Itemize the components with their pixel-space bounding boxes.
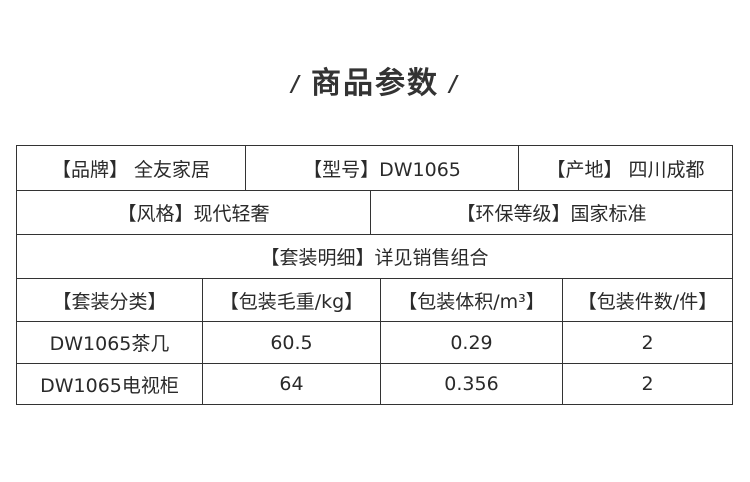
table-cell: 0.356: [380, 364, 562, 404]
table-row: 【套装明细】详见销售组合: [17, 234, 732, 278]
table-cell: DW1065茶几: [49, 333, 170, 355]
table-row: 【品牌】 全友家居 【型号】DW1065 【产地】 四川成都: [17, 146, 732, 190]
table-cell: 2: [562, 364, 732, 404]
table-row: DW1065电视柜 64 0.356 2: [17, 363, 732, 404]
slash-decoration-icon: /: [446, 72, 462, 97]
eco-grade-cell: 【环保等级】国家标准: [370, 191, 732, 234]
header-cell: 【包装体积/m³】: [380, 279, 562, 321]
table-cell: DW1065电视柜: [40, 374, 179, 397]
table-header-row: 【套装分类】 【包装毛重/kg】 【包装体积/m³】 【包装件数/件】: [17, 278, 732, 321]
set-detail-cell: 【套装明细】详见销售组合: [260, 247, 489, 269]
origin-cell: 【产地】 四川成都: [518, 146, 732, 190]
style-cell: 【风格】现代轻奢: [117, 203, 270, 225]
title-text: 商品参数: [311, 66, 439, 101]
slash-decoration-icon: /: [288, 72, 304, 97]
table-cell: 60.5: [202, 322, 380, 363]
table-cell: 0.29: [380, 322, 562, 363]
table-row: 【风格】现代轻奢 【环保等级】国家标准: [17, 190, 732, 234]
table-row: DW1065茶几 60.5 0.29 2: [17, 321, 732, 363]
header-cell: 【包装件数/件】: [562, 279, 732, 321]
header-cell: 【包装毛重/kg】: [202, 279, 380, 321]
brand-cell: 【品牌】 全友家居: [51, 158, 211, 181]
table-cell: 64: [202, 364, 380, 404]
header-cell: 【套装分类】: [52, 290, 167, 313]
parameter-table: 【品牌】 全友家居 【型号】DW1065 【产地】 四川成都 【风格】现代轻奢 …: [16, 145, 733, 405]
model-cell: 【型号】DW1065: [245, 146, 518, 190]
table-cell: 2: [562, 322, 732, 363]
page-title: / 商品参数 /: [0, 58, 750, 102]
